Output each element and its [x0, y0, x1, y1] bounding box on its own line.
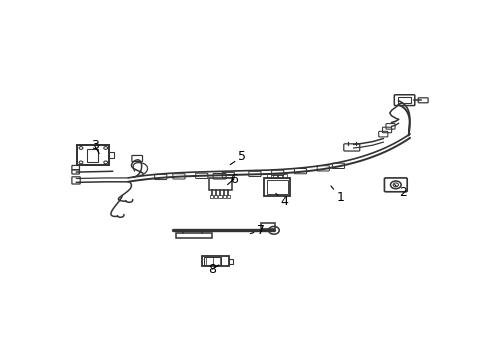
Text: 2: 2 [394, 185, 407, 199]
Text: 5: 5 [230, 150, 245, 165]
Text: 8: 8 [208, 262, 219, 276]
Text: 1: 1 [331, 186, 344, 203]
Text: 3: 3 [91, 139, 99, 153]
Text: 6: 6 [227, 172, 238, 185]
Text: 4: 4 [276, 193, 289, 208]
Text: 7: 7 [250, 224, 265, 237]
